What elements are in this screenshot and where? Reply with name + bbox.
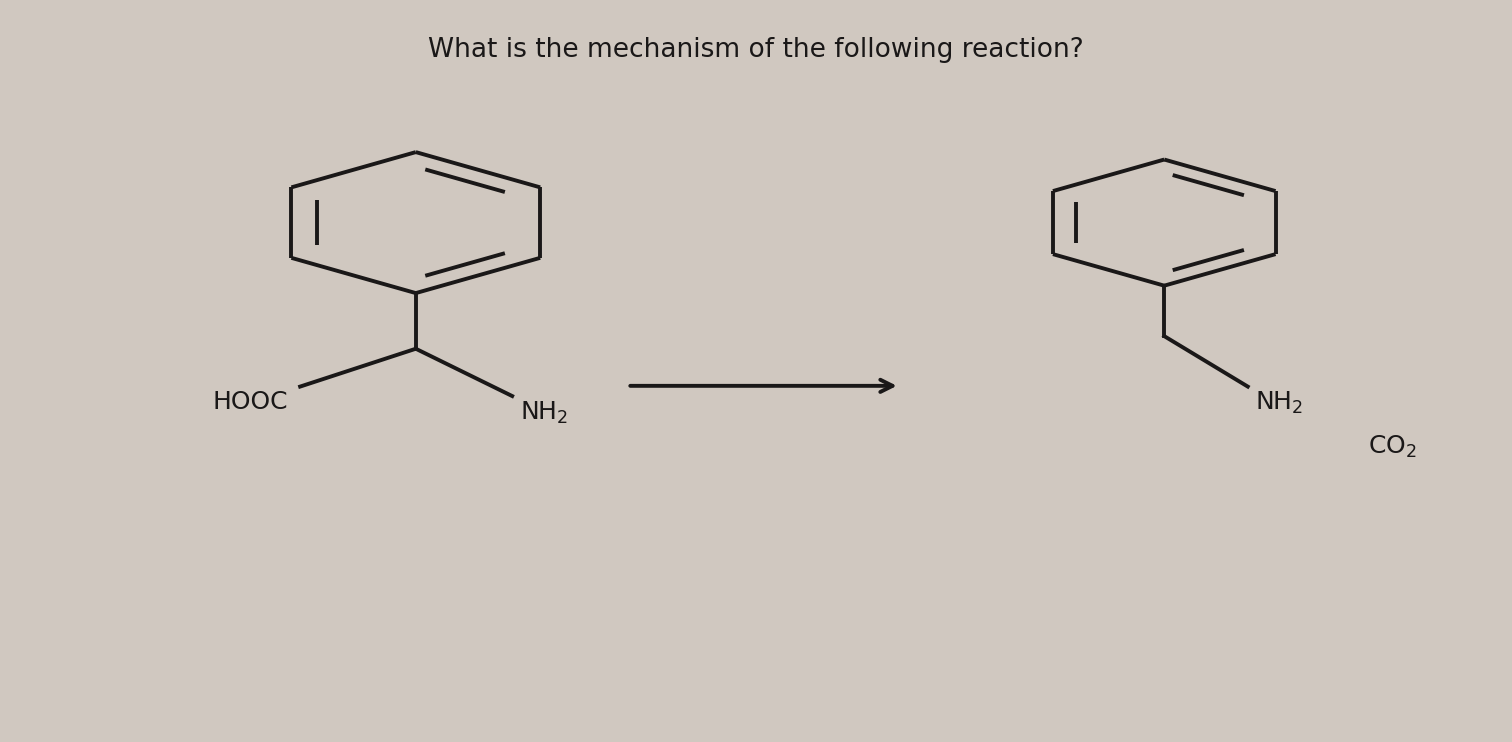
Text: CO$_2$: CO$_2$ — [1368, 434, 1417, 460]
Text: NH$_2$: NH$_2$ — [520, 400, 569, 426]
Text: HOOC: HOOC — [213, 390, 287, 414]
Text: What is the mechanism of the following reaction?: What is the mechanism of the following r… — [428, 37, 1084, 63]
Text: NH$_2$: NH$_2$ — [1255, 390, 1303, 416]
